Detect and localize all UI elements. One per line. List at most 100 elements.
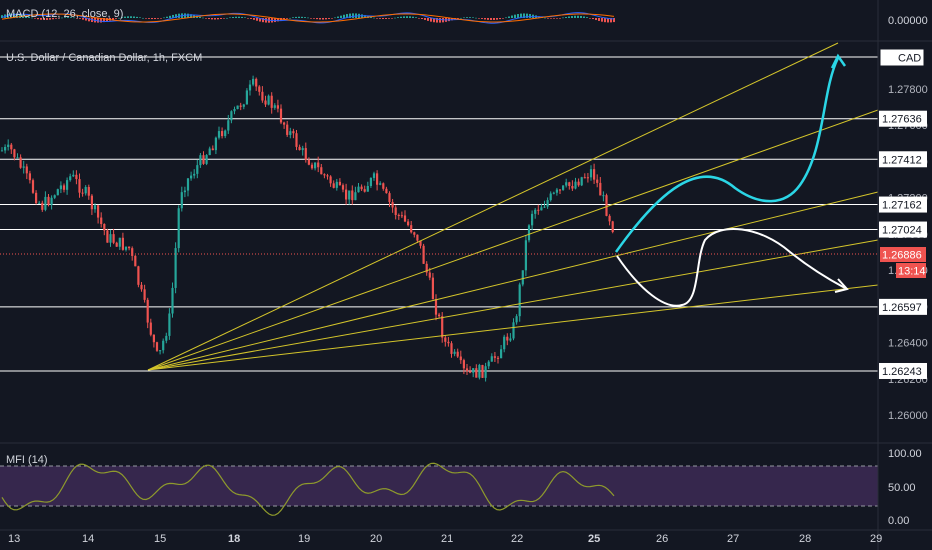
macd-bar bbox=[547, 18, 549, 19]
candle-body bbox=[199, 155, 202, 166]
horizontal-levels bbox=[0, 56, 878, 372]
candle-body bbox=[376, 173, 379, 185]
macd-bar bbox=[613, 18, 615, 23]
macd-bar bbox=[1, 15, 3, 18]
macd-bar bbox=[163, 17, 165, 19]
time-tick-label: 26 bbox=[656, 533, 668, 545]
candle-body bbox=[543, 206, 546, 208]
macd-bar bbox=[457, 18, 459, 19]
macd-bar bbox=[292, 17, 294, 18]
candle-body bbox=[31, 180, 35, 193]
candle-body bbox=[224, 130, 227, 137]
macd-bar bbox=[61, 17, 63, 19]
macd-bar bbox=[424, 18, 426, 20]
macd-bar bbox=[88, 18, 90, 22]
candle-body bbox=[518, 284, 521, 317]
candle-body bbox=[317, 162, 320, 168]
candle-body bbox=[472, 368, 475, 373]
candle-body bbox=[109, 234, 112, 243]
macd-bar bbox=[274, 18, 276, 23]
time-tick-label: 13 bbox=[8, 533, 20, 545]
bearish-arrowhead bbox=[834, 278, 849, 293]
macd-bar bbox=[133, 16, 135, 18]
candle-body bbox=[332, 183, 335, 188]
candle-body bbox=[22, 166, 25, 168]
candle-body bbox=[329, 176, 332, 184]
candle-body bbox=[558, 189, 562, 191]
candle-body bbox=[434, 299, 438, 315]
macd-bar bbox=[103, 18, 105, 23]
macd-title: MACD (12, 26, close, 9) bbox=[6, 8, 123, 20]
candle-body bbox=[56, 189, 59, 196]
mfi-pane[interactable]: MFI (14) 100.00 50.00 0.00 bbox=[0, 448, 922, 527]
candle-body bbox=[171, 287, 174, 314]
macd-bar bbox=[55, 18, 57, 19]
macd-bar bbox=[157, 18, 159, 19]
candle-body bbox=[363, 189, 366, 192]
macd-bar bbox=[28, 16, 30, 18]
macd-bar bbox=[40, 18, 42, 20]
macd-bar bbox=[259, 18, 261, 22]
time-axis[interactable]: 13 14 15 18 19 20 21 22 25 26 27 28 29 bbox=[8, 533, 882, 545]
macd-bar bbox=[370, 16, 372, 18]
candle-body bbox=[186, 178, 190, 191]
candle-body bbox=[35, 192, 38, 204]
macd-bar bbox=[607, 18, 609, 23]
macd-bar bbox=[229, 17, 231, 19]
macd-bar bbox=[16, 13, 18, 18]
macd-bar bbox=[169, 15, 171, 18]
macd-bar bbox=[214, 18, 216, 20]
candle-body bbox=[314, 162, 317, 169]
macd-bar bbox=[253, 18, 255, 20]
macd-bar bbox=[460, 17, 462, 19]
macd-bar bbox=[166, 16, 168, 18]
candle-body bbox=[298, 146, 301, 151]
macd-bar bbox=[223, 18, 225, 19]
candle-body bbox=[28, 173, 31, 181]
macd-pane[interactable]: MACD (12, 26, close, 9) 0.00000 bbox=[1, 8, 928, 27]
countdown-value: 13:14 bbox=[898, 266, 926, 278]
candle-body bbox=[236, 105, 239, 110]
macd-bar bbox=[202, 17, 204, 19]
candle-body bbox=[230, 111, 233, 121]
macd-bar bbox=[520, 13, 522, 18]
candle-body bbox=[372, 173, 376, 178]
candle-body bbox=[515, 316, 518, 323]
macd-bar bbox=[118, 17, 120, 19]
price-tick-label: 1.26000 bbox=[888, 410, 928, 422]
candle-body bbox=[555, 189, 558, 193]
candle-body bbox=[267, 95, 270, 105]
macd-bar bbox=[505, 17, 507, 19]
candle-body bbox=[580, 177, 583, 186]
candle-body bbox=[301, 148, 304, 151]
candle-body bbox=[66, 180, 69, 190]
macd-bar bbox=[343, 14, 345, 18]
candle-body bbox=[10, 144, 13, 150]
bearish-projection bbox=[616, 228, 846, 307]
candle-body bbox=[565, 182, 568, 186]
candle-body bbox=[438, 314, 441, 317]
candle-body bbox=[261, 91, 264, 101]
macd-bar bbox=[76, 18, 78, 19]
candle-body bbox=[527, 225, 531, 241]
macd-bar bbox=[85, 18, 87, 21]
macd-bar bbox=[226, 17, 228, 19]
candle-body bbox=[227, 120, 230, 131]
candle-body bbox=[81, 192, 84, 194]
macd-bar bbox=[451, 18, 453, 21]
price-pane[interactable]: U.S. Dollar / Canadian Dollar, 1h, FXCM bbox=[0, 42, 879, 382]
candle-body bbox=[177, 208, 180, 249]
macd-bar bbox=[235, 16, 237, 18]
mfi-title: MFI (14) bbox=[6, 454, 48, 466]
macd-bar bbox=[124, 16, 126, 18]
macd-bar bbox=[313, 18, 315, 19]
macd-bar bbox=[217, 18, 219, 20]
candle-body bbox=[292, 131, 295, 134]
macd-bar bbox=[298, 16, 300, 18]
macd-bar bbox=[310, 18, 312, 19]
macd-bar bbox=[349, 13, 351, 18]
currency-tag-label: CAD bbox=[898, 53, 921, 65]
candle-body bbox=[531, 213, 534, 226]
candle-body bbox=[233, 109, 236, 112]
